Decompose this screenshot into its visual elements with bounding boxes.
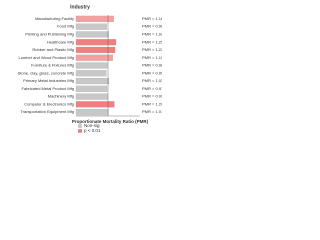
y-tick-label: Printing and Publishing Mfg (25, 31, 74, 36)
bar (75, 101, 115, 108)
y-tick-label: Food Mfg (57, 24, 74, 29)
bar (75, 31, 109, 38)
bar (75, 77, 110, 85)
bar (75, 62, 108, 69)
value-label: PMR = 1.25 (142, 39, 162, 44)
value-label: PMR = 0.97 (142, 86, 162, 91)
y-tick-label: Stone, clay, glass, concrete Mfg (18, 70, 74, 75)
value-label: PMR = 0.98 (142, 63, 162, 68)
legend-label: p < 0.01 (84, 128, 101, 133)
value-label: PMR = 1.15 (142, 55, 162, 60)
bar (75, 109, 109, 116)
y-tick-label: Transportation Equipment Mfg (20, 109, 74, 114)
y-tick-label: Rubber and Plastic Mfg (32, 47, 74, 52)
x-axis-label: Proportionate Mortality Ratio (PMR) (72, 119, 149, 124)
bar (75, 39, 117, 46)
legend-swatch (78, 124, 82, 128)
legend-label: Non-sig (84, 123, 100, 128)
bar (75, 23, 107, 30)
value-label: PMR = 0.99 (142, 94, 162, 99)
y-tick-label: Lumber and Wood Product Mfg (18, 55, 74, 60)
y-tick-label: Computer & Electronics Mfg (24, 101, 74, 106)
bar (75, 70, 107, 77)
chart-title: Industry (70, 4, 90, 10)
value-label: PMR = 1.01 (142, 109, 162, 114)
value-label: PMR = 1.22 (142, 47, 162, 52)
value-label: PMR = 1.02 (142, 31, 162, 36)
bar (75, 85, 108, 92)
bar (75, 54, 113, 61)
bar (75, 93, 108, 100)
y-tick-label: Primary Metal Industries Mfg (23, 78, 74, 83)
value-label: PMR = 1.18 (142, 16, 162, 21)
bar (75, 46, 116, 54)
value-label: PMR = 0.96 (142, 24, 162, 29)
y-tick-label: Fabricated Metal Product Mfg (22, 86, 74, 91)
y-tick-label: Furniture & Fixtures Mfg (31, 63, 74, 68)
value-label: PMR = 1.03 (142, 78, 162, 83)
value-label: PMR = 0.95 (142, 70, 162, 75)
bar (75, 15, 114, 22)
value-label: PMR = 1.20 (142, 101, 162, 106)
y-tick-label: Machinery Mfg (48, 94, 74, 99)
y-tick-label: Manufacturing Facility (35, 16, 74, 21)
chart: Industry Proportionate Mortality Ratio (… (18, 4, 162, 133)
legend-swatch (78, 129, 82, 133)
y-tick-label: Healthcare Mfg (47, 39, 74, 44)
